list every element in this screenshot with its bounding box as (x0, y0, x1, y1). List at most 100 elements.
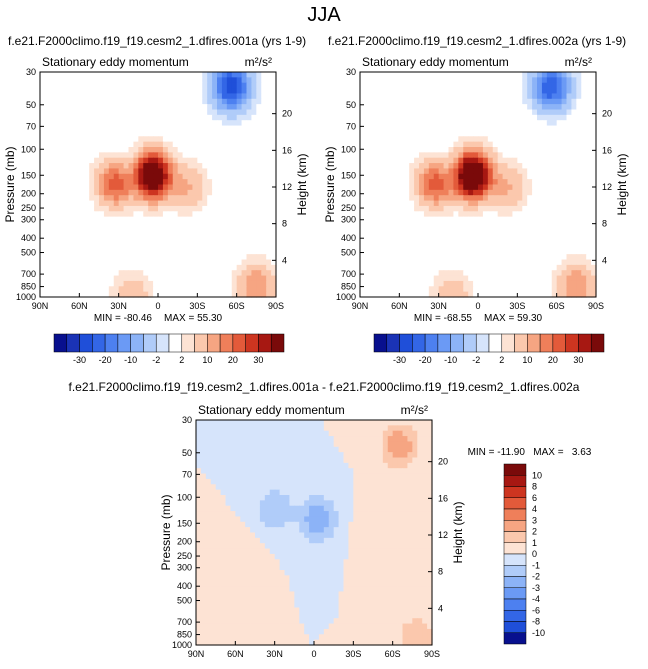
panel1-ytick: 850 (21, 282, 36, 292)
panel2-ylabel-right: Height (km) (615, 153, 629, 215)
colorbar2-swatch (539, 333, 554, 353)
colorbar1-label: 2 (179, 355, 184, 365)
colorbar2-swatch (450, 333, 464, 353)
panel2-xtick: 60N (391, 301, 408, 311)
panel2-xtick: 90N (352, 301, 369, 311)
colorbar3-swatch (503, 497, 527, 510)
panel1-xtick: 90N (32, 301, 49, 311)
colorbar1-swatch (104, 333, 119, 353)
colorbar3-swatch (503, 463, 527, 476)
colorbar1-swatch (258, 333, 272, 353)
panel2-xtick: 30S (509, 301, 525, 311)
panel3-ytick: 70 (182, 469, 192, 479)
colorbar2-swatch (501, 333, 515, 353)
panel2-units: m²/s² (565, 55, 592, 69)
panel3-field (196, 420, 433, 646)
panel3-ytick: 30 (182, 415, 192, 425)
colorbar3-swatch (503, 531, 527, 543)
colorbar3-label: -10 (532, 628, 545, 638)
panel2-ytick: 300 (341, 215, 356, 225)
panel1-xtick: 60S (229, 301, 245, 311)
colorbar1-swatch (168, 333, 183, 353)
colorbar3-swatch (503, 576, 527, 588)
colorbar3-swatch (503, 520, 527, 532)
colorbar2-swatch (527, 333, 541, 353)
colorbar1-swatch (194, 333, 208, 353)
panel3-ytick: 500 (177, 596, 192, 606)
colorbar3-swatch (503, 486, 527, 498)
panel3-ytick: 300 (177, 563, 192, 573)
panel2-ytick: 1000 (336, 292, 356, 302)
colorbar3-swatch (503, 632, 527, 645)
colorbar2-label: 20 (548, 355, 558, 365)
colorbar1-label: -2 (152, 355, 160, 365)
colorbar2-swatch (475, 333, 490, 353)
colorbar1-swatch (219, 333, 234, 353)
colorbar2-swatch (565, 333, 579, 353)
colorbar3-swatch (503, 598, 527, 611)
colorbar3-label: 4 (532, 504, 537, 514)
panel2-ylabel: Pressure (mb) (323, 146, 337, 222)
colorbar3-label: 3 (532, 515, 537, 525)
panel1-htick: 20 (282, 109, 292, 119)
colorbar2-swatch (437, 333, 451, 353)
colorbar1-label: 20 (228, 355, 238, 365)
colorbar3-label: 0 (532, 549, 537, 559)
colorbar3-swatch (503, 508, 527, 521)
colorbar2-swatch (514, 333, 528, 353)
colorbar2-swatch (552, 333, 566, 353)
colorbar1-swatch (155, 333, 170, 353)
colorbar2-swatch (386, 333, 400, 353)
panel1-xtick: 30S (189, 301, 205, 311)
colorbar1-swatch (232, 333, 246, 353)
panel2-xtick: 90S (588, 301, 604, 311)
panel1-xtick: 60N (71, 301, 88, 311)
panel2-htick: 20 (602, 109, 612, 119)
colorbar-left: -30 -20 -10 -2 2 10 20 30 (53, 333, 285, 365)
panel2-chart: Stationary eddy momentum m²/s² 30 50 70 100 15… (323, 55, 629, 324)
panel1-ytick: 500 (21, 248, 36, 258)
panel1-htick: 4 (282, 255, 287, 265)
panel1-ytick: 250 (21, 203, 36, 213)
panel2-htick: 16 (602, 145, 612, 155)
panel1-ytick: 700 (21, 269, 36, 279)
colorbar1-swatch (245, 333, 259, 353)
colorbar1-label: -30 (73, 355, 86, 365)
colorbar1-swatch (143, 333, 157, 353)
panel2-ytick: 850 (341, 282, 356, 292)
colorbar1-swatch (53, 333, 68, 353)
panel2-ytick: 250 (341, 203, 356, 213)
colorbar2-label: -20 (419, 355, 432, 365)
page-title: JJA (307, 4, 341, 26)
panel3-xtick: 30S (345, 649, 361, 659)
panel3-xtick: 60S (385, 649, 401, 659)
panel2-htick: 8 (602, 219, 607, 229)
panel2-ytick: 700 (341, 269, 356, 279)
panel1-ytick: 30 (26, 67, 36, 77)
colorbar3-label: -8 (532, 617, 540, 627)
panel2-ytick: 400 (341, 233, 356, 243)
colorbar2-swatch (578, 333, 592, 353)
panel3-ytick: 100 (177, 492, 192, 502)
colorbar1-swatch (181, 333, 195, 353)
panel3-chart: Stationary eddy momentum m²/s² 30 50 70 100 15… (159, 403, 465, 659)
panel3-ylabel-right: Height (km) (451, 501, 465, 563)
panel1-max-label: MAX = 55.30 (164, 313, 223, 324)
panel3-xtick: 0 (311, 649, 316, 659)
panel2-xtick: 60S (549, 301, 565, 311)
colorbar2-label: -30 (393, 355, 406, 365)
colorbar1-swatch (270, 333, 285, 353)
panel3-ytick: 700 (177, 617, 192, 627)
panel3-ytick: 1000 (172, 640, 192, 650)
colorbar2-swatch (373, 333, 388, 353)
panel1-xtick: 0 (155, 301, 160, 311)
panel1-subtitle: Stationary eddy momentum (42, 55, 189, 69)
panel1-ylabel-right: Height (km) (295, 153, 309, 215)
panel3-ytick: 50 (182, 448, 192, 458)
panel3-ylabel: Pressure (mb) (159, 494, 173, 570)
panel3-htick: 20 (438, 457, 448, 467)
panel1-ytick: 300 (21, 215, 36, 225)
panel2-ytick: 200 (341, 189, 356, 199)
panel3-htick: 4 (438, 603, 443, 613)
